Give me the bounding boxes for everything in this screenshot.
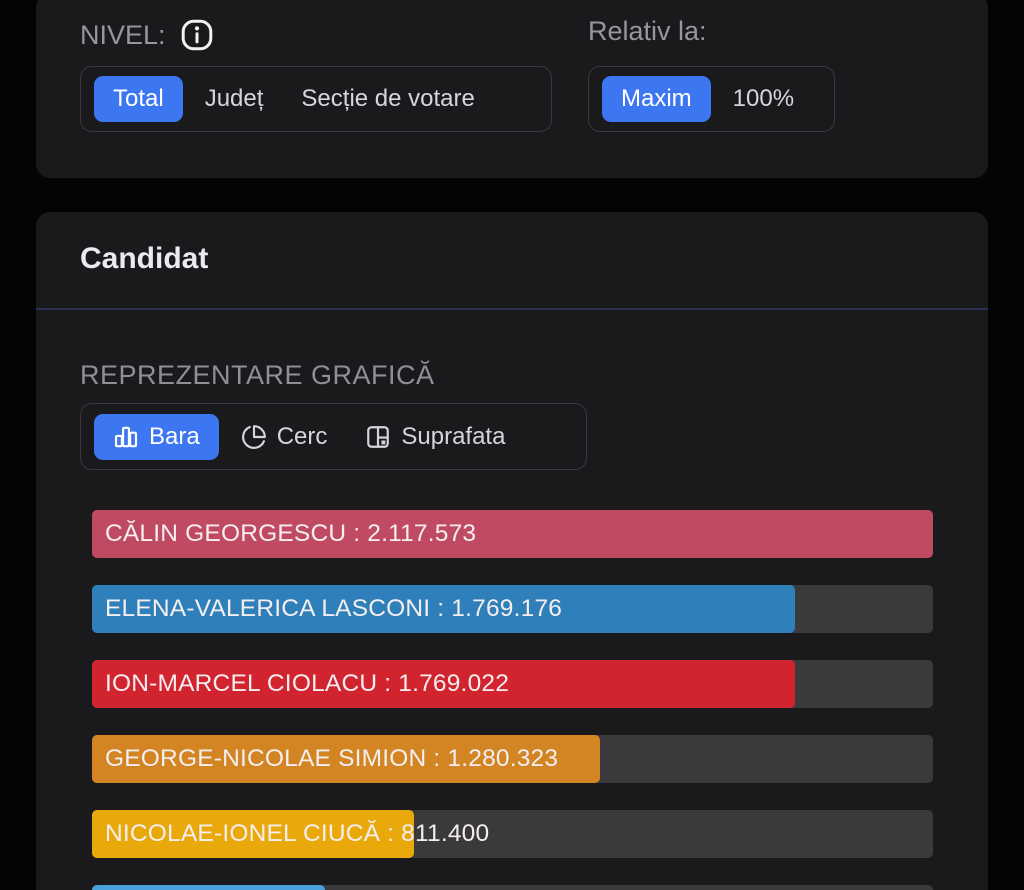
bar-label: ION-MARCEL CIOLACU : 1.769.022 xyxy=(105,670,510,697)
bar-fill xyxy=(92,735,601,783)
divider xyxy=(36,308,988,310)
chart-type-cerc[interactable]: Cerc xyxy=(225,414,344,460)
bar-row[interactable]: ELENA-VALERICA LASCONI : 1.769.176 xyxy=(92,585,933,633)
nivel-option-judet-label: Județ xyxy=(204,85,264,112)
nivel-segmented-control: Total Județ Secție de votare xyxy=(80,66,552,132)
bar-row[interactable]: ION-MARCEL CIOLACU : 1.769.022 xyxy=(92,660,933,708)
bar-chart-icon xyxy=(113,424,139,450)
nivel-option-total-label: Total xyxy=(113,85,164,112)
bar-label: NICOLAE-IONEL CIUCĂ : 811.400 xyxy=(105,820,490,847)
treemap-icon xyxy=(365,424,391,450)
bar-fill xyxy=(92,810,415,858)
candidate-panel: Candidat REPREZENTARE GRAFICĂ Bara xyxy=(36,212,988,890)
nivel-option-judet[interactable]: Județ xyxy=(189,76,280,122)
chart-type-segmented-control: Bara Cerc xyxy=(80,403,587,470)
section-label: REPREZENTARE GRAFICĂ xyxy=(80,360,435,390)
nivel-option-total[interactable]: Total xyxy=(94,76,183,122)
relativ-option-100[interactable]: 100% xyxy=(717,76,810,122)
bar-fill xyxy=(92,885,325,890)
chart-type-suprafata[interactable]: Suprafata xyxy=(349,414,521,460)
bar-fill xyxy=(92,585,795,633)
bar-label: CĂLIN GEORGESCU : 2.117.573 xyxy=(105,520,477,547)
bar-fill xyxy=(92,660,795,708)
bar-row[interactable]: CĂLIN GEORGESCU : 2.117.573 xyxy=(92,510,933,558)
nivel-option-sectie-label: Secție de votare xyxy=(301,85,475,112)
relativ-option-100-label: 100% xyxy=(732,85,795,112)
bar-label: GEORGE-NICOLAE SIMION : 1.280.323 xyxy=(105,745,559,772)
bar-row[interactable]: NICOLAE-IONEL CIUCĂ : 811.400 xyxy=(92,810,933,858)
chart-type-cerc-label: Cerc xyxy=(276,422,328,450)
nivel-option-sectie-de-votare[interactable]: Secție de votare xyxy=(285,76,490,122)
relativ-option-maxim-label: Maxim xyxy=(621,85,692,112)
chart-type-suprafata-label: Suprafata xyxy=(401,422,506,450)
bar-label: ELENA-VALERICA LASCONI : 1.769.176 xyxy=(105,595,563,622)
relativ-segmented-control: Maxim 100% xyxy=(588,66,835,132)
relativ-option-maxim[interactable]: Maxim xyxy=(602,76,711,122)
info-icon[interactable] xyxy=(178,16,216,54)
nivel-filter-header: NIVEL: xyxy=(80,16,216,54)
chart-type-bara[interactable]: Bara xyxy=(94,413,219,460)
relativ-filter-header: Relativ la: xyxy=(588,16,707,47)
pie-chart-icon xyxy=(241,424,267,450)
filters-panel: NIVEL: Total Județ Secție de votare Rela… xyxy=(36,0,988,178)
bar-row[interactable]: GEORGE-NICOLAE SIMION : 1.280.323 xyxy=(92,735,933,783)
relativ-label: Relativ la: xyxy=(588,16,707,46)
bar-fill xyxy=(92,510,933,558)
nivel-label: NIVEL: xyxy=(80,19,166,50)
bar-row[interactable] xyxy=(92,885,933,890)
chart-type-bara-label: Bara xyxy=(149,422,200,450)
bar-chart: CĂLIN GEORGESCU : 2.117.573 ELENA-VALERIC… xyxy=(92,510,933,890)
panel-title: Candidat xyxy=(80,242,209,275)
